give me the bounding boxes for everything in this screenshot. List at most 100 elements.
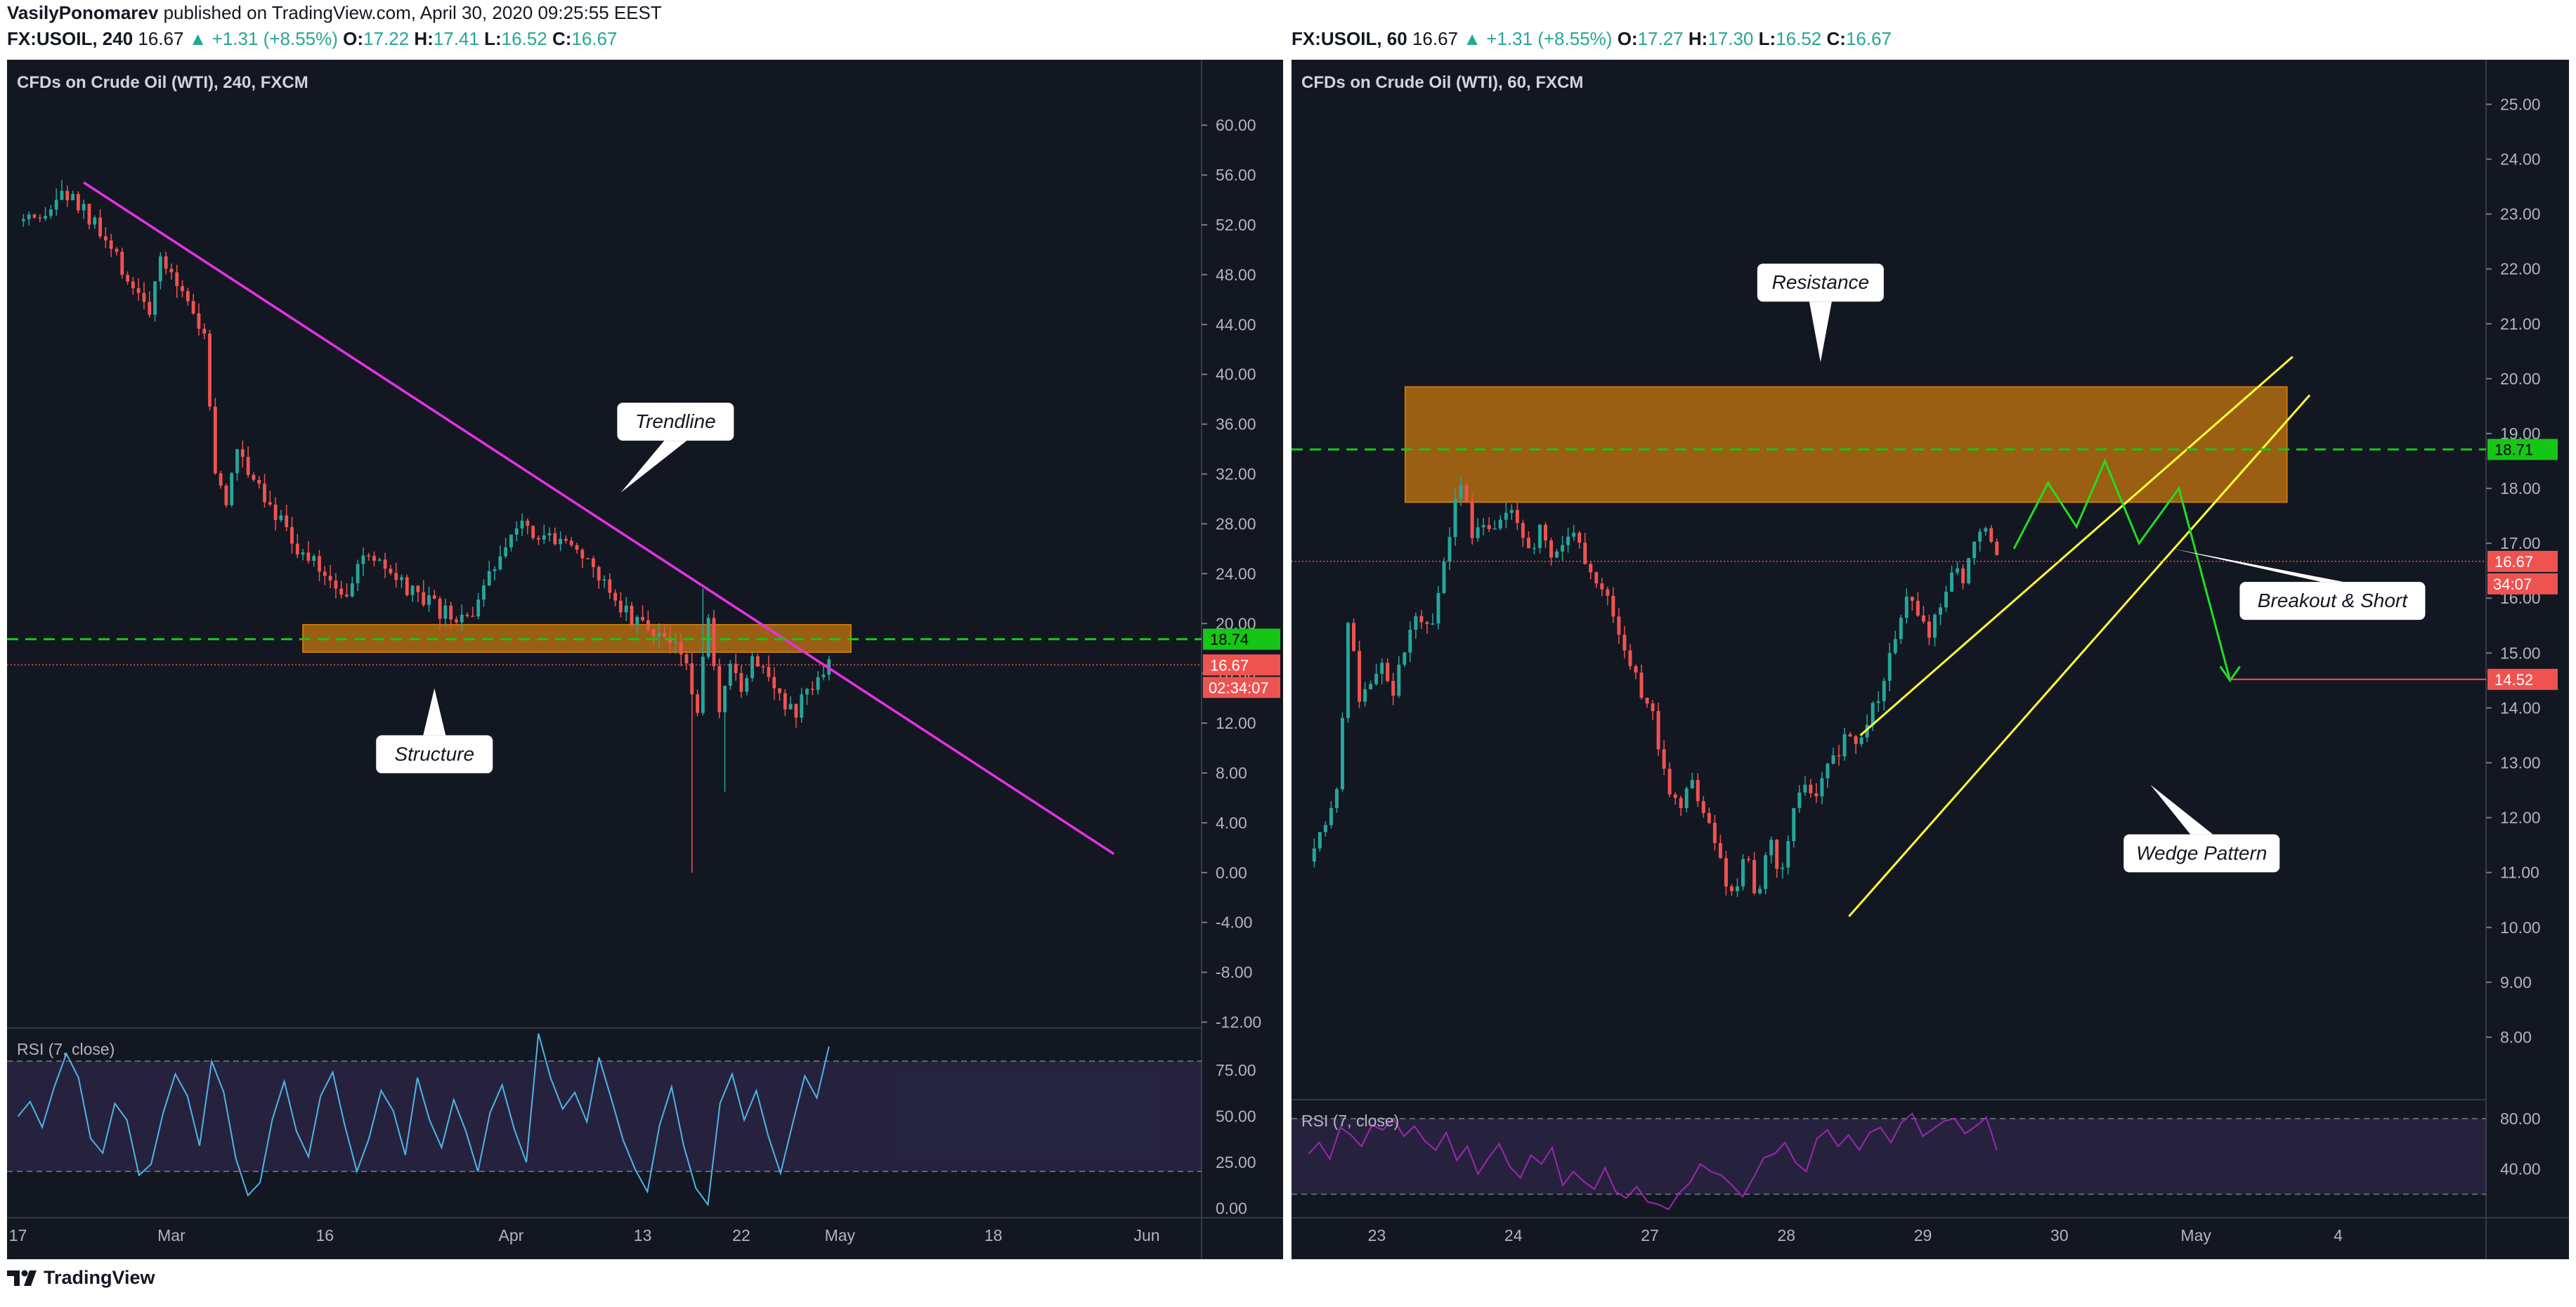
x-tick-label: 4	[2334, 1226, 2343, 1244]
candle-body	[432, 595, 436, 599]
callout-text: Trendline	[635, 410, 716, 432]
right-chart-pane[interactable]: CFDs on Crude Oil (WTI), 60, FXCM 25.00 24…	[1292, 60, 2569, 1259]
right-h-label: H:	[1688, 28, 1708, 49]
candle-body	[739, 672, 743, 692]
candle-body	[345, 594, 349, 597]
candle-body	[1442, 561, 1446, 593]
candle-body	[1950, 572, 1954, 592]
candle-body	[1769, 840, 1774, 856]
candle-body	[1809, 784, 1813, 793]
x-tick-label: Mar	[157, 1226, 186, 1244]
y-tick-label: 12.00	[2500, 809, 2541, 827]
candle-body	[361, 555, 365, 564]
candle-body	[158, 256, 162, 282]
callout-box	[1757, 264, 1884, 302]
candle-body	[54, 200, 58, 210]
candle-body	[1910, 597, 1914, 602]
rsi-line	[1308, 1112, 1998, 1211]
candle-body	[1425, 622, 1429, 624]
candle-body	[1617, 616, 1621, 635]
candle-body	[1915, 601, 1920, 616]
candle-body	[750, 656, 754, 678]
candle-body	[334, 580, 338, 589]
candle-body	[1561, 545, 1565, 552]
candle-body	[1369, 684, 1373, 689]
candle-body	[1792, 807, 1796, 842]
left-close: 16.67	[571, 28, 618, 49]
countdown-label: 02:34:07	[1209, 679, 1269, 696]
candle-body	[783, 693, 787, 710]
candle-body	[148, 301, 152, 315]
candle-body	[230, 473, 234, 505]
candle-body	[1921, 615, 1925, 622]
candle-body	[1578, 533, 1582, 543]
candle-body	[1684, 788, 1689, 808]
candle-body	[1893, 639, 1897, 654]
candle-body	[1887, 653, 1892, 681]
right-chart-svg[interactable]: CFDs on Crude Oil (WTI), 60, FXCM 25.00 24…	[1292, 60, 2569, 1259]
candle-body	[553, 533, 557, 545]
author-name[interactable]: VasilyPonomarev	[7, 2, 159, 23]
callout-text: Resistance	[1772, 271, 1870, 293]
candle-body	[520, 520, 524, 528]
candle-body	[471, 616, 475, 617]
candle-body	[569, 540, 573, 545]
candle-body	[235, 449, 239, 474]
candle-body	[651, 629, 656, 637]
y-tick-label: 13.00	[2500, 754, 2541, 772]
candle-body	[410, 585, 415, 595]
candle-body	[1939, 607, 1943, 615]
left-chart-svg[interactable]: CFDs on Crude Oil (WTI), 240, FXCM 60.00 5…	[7, 60, 1283, 1259]
candle-body	[213, 406, 217, 474]
projection-arrowhead	[2219, 665, 2241, 682]
candle-body	[767, 667, 771, 677]
candle-body	[1696, 779, 1700, 802]
candle-body	[312, 556, 316, 561]
candle-body	[602, 579, 606, 581]
right-low: 16.52	[1776, 28, 1822, 49]
left-chart-pane[interactable]: CFDs on Crude Oil (WTI), 240, FXCM 60.00 5…	[7, 60, 1283, 1259]
candle-body	[76, 194, 80, 211]
candle-body	[580, 550, 585, 559]
candle-body	[1752, 860, 1757, 894]
candle-body	[1498, 519, 1502, 529]
y-tick-label: 4.00	[1216, 814, 1247, 832]
rsi-tick-label: 25.00	[1216, 1153, 1256, 1171]
candle-body	[1504, 512, 1508, 520]
candle-body	[1848, 734, 1852, 736]
candle-body	[169, 268, 174, 273]
candle-body	[164, 256, 168, 269]
price-tag	[2487, 438, 2558, 460]
left-c-label: C:	[552, 28, 572, 49]
candle-body	[618, 600, 623, 613]
x-tick-label: May	[825, 1226, 856, 1244]
chart-title: CFDs on Crude Oil (WTI), 240, FXCM	[17, 73, 308, 92]
candle-body	[377, 559, 382, 561]
y-tick-label: 17.00	[2500, 534, 2541, 552]
candle-body	[21, 219, 25, 221]
candle-body	[1865, 724, 1869, 738]
right-close: 16.67	[1845, 28, 1892, 49]
y-tick-label: 14.00	[2500, 698, 2541, 717]
y-tick-label: 11.00	[2500, 864, 2539, 882]
callout-text: Structure	[394, 743, 474, 765]
candle-body	[1831, 755, 1835, 764]
candle-body	[1899, 618, 1903, 639]
candle-body	[1995, 541, 1999, 555]
callout-pointer	[423, 688, 446, 736]
candle-body	[1397, 664, 1401, 696]
y-tick-label: 52.00	[1216, 216, 1256, 234]
candle-body	[1764, 855, 1768, 889]
candle-body	[641, 616, 645, 620]
candle-body	[339, 588, 344, 595]
candle-body	[263, 483, 266, 502]
y-tick-label: 0.00	[1216, 864, 1247, 882]
candle-body	[1634, 666, 1638, 673]
tradingview-logo[interactable]: TradingView	[6, 1265, 155, 1290]
candle-body	[1662, 749, 1666, 769]
candle-body	[800, 694, 804, 718]
candle-body	[427, 595, 431, 605]
candle-body	[301, 552, 305, 555]
candle-body	[1712, 822, 1717, 843]
left-ticker: FX:USOIL, 240	[7, 28, 134, 49]
